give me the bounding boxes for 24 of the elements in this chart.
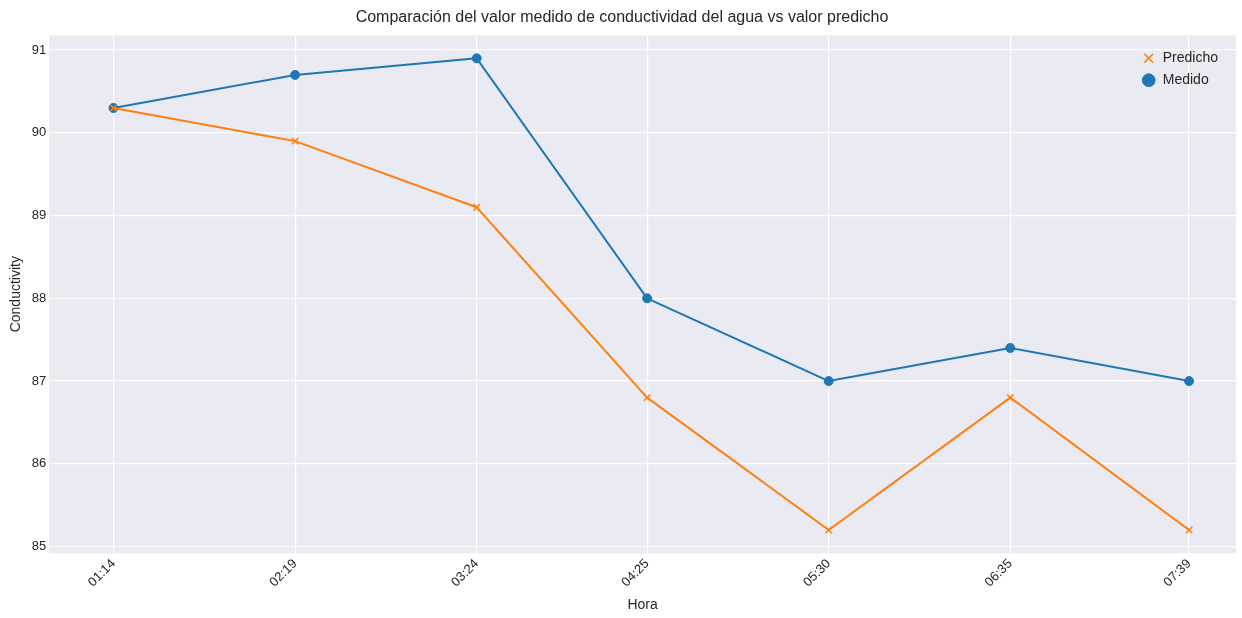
point <box>643 393 652 402</box>
y-tick-label: 86 <box>31 455 47 471</box>
point <box>291 137 300 146</box>
point <box>1005 342 1016 353</box>
y-tick-label: 91 <box>31 41 47 57</box>
chart-title: Comparación del valor medido de conductividad del agua vs valor predicho <box>355 8 889 26</box>
point <box>1006 393 1015 402</box>
point <box>1185 526 1193 534</box>
x-axis-title: Hora <box>627 596 659 613</box>
point <box>290 69 301 80</box>
y-tick-label: 88 <box>31 289 47 305</box>
point <box>1184 376 1195 387</box>
point <box>823 376 834 387</box>
legend-label: Medido <box>1162 71 1209 88</box>
y-tick-label: 85 <box>31 538 47 554</box>
point <box>471 53 482 64</box>
y-tick-label: 89 <box>31 207 47 223</box>
point <box>472 203 481 212</box>
point <box>642 293 653 304</box>
legend-label: Predicho <box>1162 49 1219 66</box>
y-tick-label: 90 <box>31 124 47 140</box>
point <box>824 526 833 534</box>
y-axis-title: Conductivity <box>7 256 24 333</box>
y-tick-label: 87 <box>31 372 47 388</box>
